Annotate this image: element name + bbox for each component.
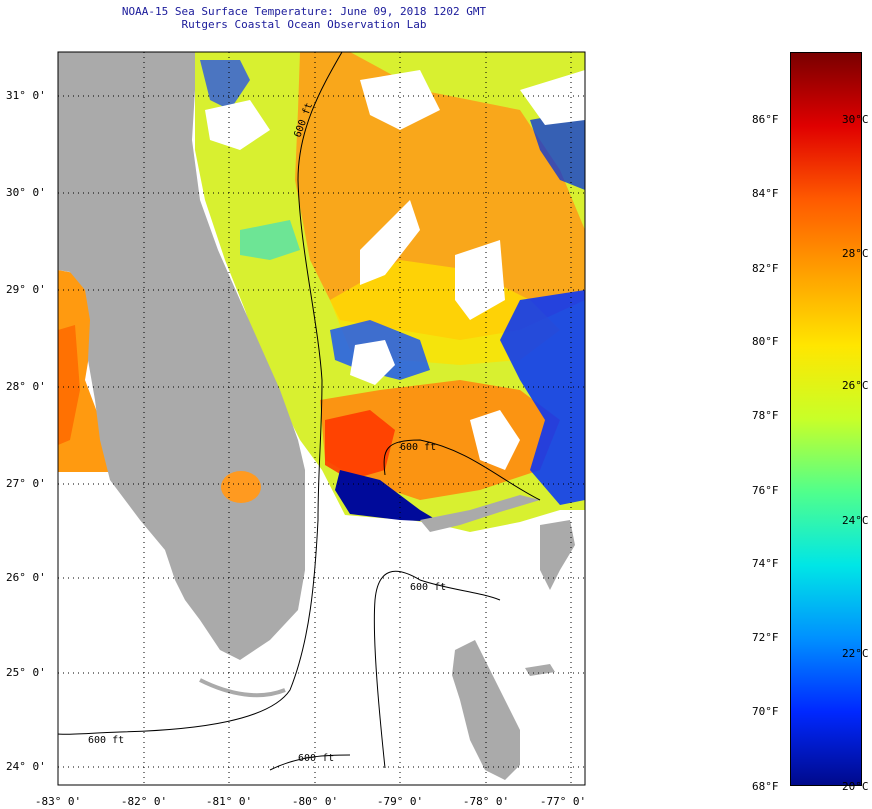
- lake-okeechobee: [221, 471, 261, 503]
- cloud-patch: [205, 100, 270, 150]
- colorbar-f-label: 78°F: [752, 409, 779, 422]
- sst-cool-nw: [200, 60, 250, 110]
- great-abaco: [540, 520, 575, 590]
- lon-label: -82° 0': [120, 795, 168, 808]
- lon-label: -77° 0': [539, 795, 587, 808]
- contour-label: 600 ft: [400, 442, 436, 453]
- colorbar-f-label: 72°F: [752, 631, 779, 644]
- lat-label: 24° 0': [6, 760, 46, 773]
- contour-600ft-tongue: [373, 570, 501, 769]
- colorbar-c-label: 26°C: [842, 379, 869, 392]
- sst-gulf-warm: [58, 325, 80, 445]
- florida-keys: [199, 678, 286, 698]
- sst-cool-east: [500, 290, 585, 505]
- lon-label: -78° 0': [462, 795, 510, 808]
- cloud-patch: [520, 70, 585, 125]
- lat-label: 30° 0': [6, 186, 46, 199]
- colorbar-c-label: 24°C: [842, 514, 869, 527]
- colorbar-c-label: 20°C: [842, 780, 869, 793]
- colorbar-f-label: 80°F: [752, 335, 779, 348]
- lon-label: -83° 0': [34, 795, 82, 808]
- bahamas-cay: [525, 664, 555, 676]
- lon-label: -79° 0': [376, 795, 424, 808]
- contour-label: 600 ft: [298, 753, 334, 764]
- map-subtitle: Rutgers Coastal Ocean Observation Lab: [181, 18, 427, 31]
- cloud-patch: [455, 240, 505, 320]
- colorbar-c-label: 30°C: [842, 113, 869, 126]
- sst-cool-north: [530, 110, 585, 190]
- sst-cyan-streak: [240, 220, 300, 260]
- colorbar-f-label: 74°F: [752, 557, 779, 570]
- graticule: [58, 52, 585, 785]
- andros-island: [452, 640, 520, 780]
- lat-label: 28° 0': [6, 380, 46, 393]
- colorbar-c-label: 22°C: [842, 647, 869, 660]
- colorbar-c-label: 28°C: [842, 247, 869, 260]
- lat-label: 31° 0': [6, 89, 46, 102]
- contour-label: 600 ft: [88, 735, 124, 746]
- colorbar-f-label: 82°F: [752, 262, 779, 275]
- lat-label: 27° 0': [6, 477, 46, 490]
- lat-label: 25° 0': [6, 666, 46, 679]
- contour-600ft-florida: [58, 52, 343, 735]
- florida-land: [58, 52, 305, 660]
- grand-bahama: [420, 495, 540, 532]
- lon-label: -80° 0': [291, 795, 339, 808]
- lat-label: 29° 0': [6, 283, 46, 296]
- colorbar-f-label: 86°F: [752, 113, 779, 126]
- cloud-patch: [350, 340, 395, 385]
- cloud-patch: [360, 70, 440, 130]
- colorbar-f-label: 68°F: [752, 780, 779, 793]
- contour-600ft-bahamas: [383, 439, 541, 501]
- cloud-patch: [470, 410, 520, 470]
- sst-hot-patch: [325, 410, 395, 480]
- sst-cool-southwest: [335, 470, 440, 522]
- colorbar-f-label: 70°F: [752, 705, 779, 718]
- contour-label: 600 ft: [410, 582, 446, 593]
- colorbar-f-label: 84°F: [752, 187, 779, 200]
- colorbar: [790, 52, 862, 786]
- lat-label: 26° 0': [6, 571, 46, 584]
- map-border: [57, 51, 586, 786]
- lon-label: -81° 0': [205, 795, 253, 808]
- map-title: NOAA-15 Sea Surface Temperature: June 09…: [121, 5, 487, 18]
- contour-600ft-south: [269, 754, 351, 771]
- colorbar-f-label: 76°F: [752, 484, 779, 497]
- cloud-patch: [360, 200, 420, 285]
